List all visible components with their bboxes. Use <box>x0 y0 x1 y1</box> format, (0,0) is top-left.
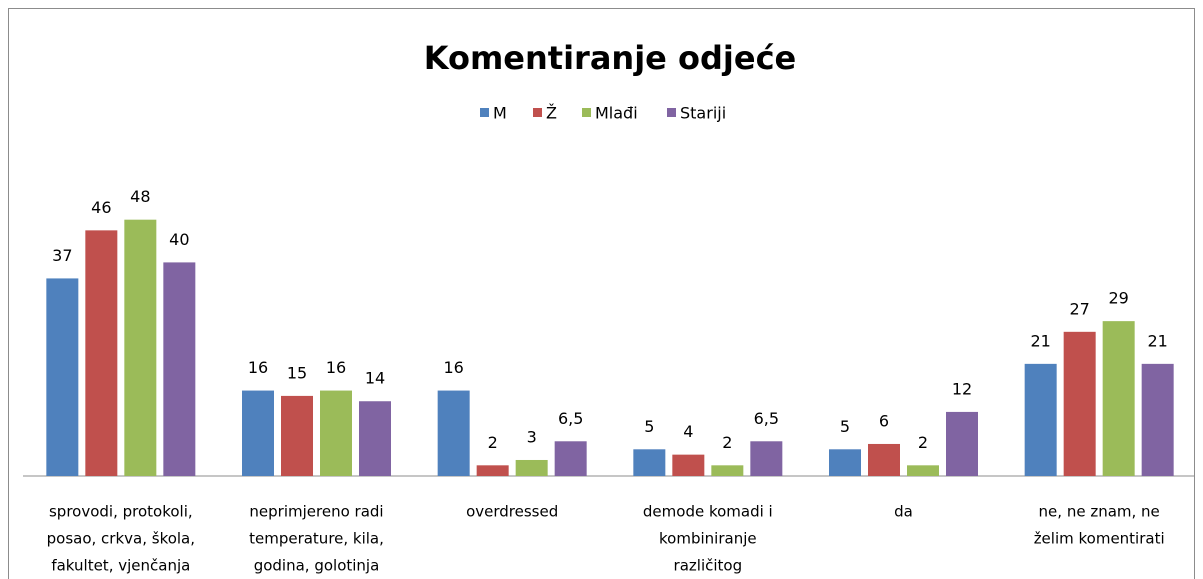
x-tick-label: posao, crkva, škola, <box>47 530 195 548</box>
legend-label: Mlađi <box>595 104 638 123</box>
data-label: 2 <box>722 433 732 452</box>
legend-swatch <box>667 108 676 117</box>
data-label: 5 <box>644 417 654 436</box>
data-label: 48 <box>130 187 150 206</box>
bar <box>750 441 783 476</box>
x-tick-label: fakultet, vjenčanja <box>51 557 190 575</box>
bar <box>554 441 587 476</box>
bar <box>124 219 157 476</box>
bar <box>163 262 196 476</box>
data-label: 4 <box>683 422 693 441</box>
bar <box>829 449 861 476</box>
data-label: 46 <box>91 198 111 217</box>
bar <box>320 390 352 476</box>
x-tick-label: sprovodi, protokoli, <box>49 503 193 521</box>
x-tick-label: želim komentirati <box>1034 530 1165 548</box>
chart-border <box>8 8 1195 579</box>
bar <box>46 278 79 476</box>
x-tick-label: različitog <box>674 557 743 575</box>
data-label: 16 <box>326 358 346 377</box>
data-label: 16 <box>248 358 268 377</box>
data-label: 40 <box>169 230 189 249</box>
bar <box>672 454 705 476</box>
data-label: 6,5 <box>754 409 779 428</box>
bar <box>711 465 744 476</box>
data-label: 5 <box>840 417 850 436</box>
x-tick-label: neprimjereno radi <box>249 503 383 521</box>
bar <box>359 401 391 476</box>
bar <box>1063 331 1096 476</box>
data-label: 29 <box>1108 289 1128 308</box>
data-label: 21 <box>1147 331 1167 350</box>
data-label: 12 <box>952 379 972 398</box>
legend-swatch <box>480 108 489 117</box>
data-label: 2 <box>488 433 498 452</box>
data-label: 37 <box>52 246 72 265</box>
data-label: 21 <box>1030 331 1050 350</box>
bar <box>515 459 548 476</box>
legend-label: Stariji <box>680 104 726 123</box>
x-tick-label: godina, golotinja <box>254 557 380 575</box>
x-tick-label: da <box>894 503 913 521</box>
bar <box>1024 363 1057 476</box>
legend-label: Ž <box>546 104 557 123</box>
data-label: 6 <box>879 411 889 430</box>
bar <box>633 449 666 476</box>
x-tick-label: demode komadi i <box>643 503 773 521</box>
bar <box>907 465 939 476</box>
bar <box>476 465 509 476</box>
x-tick-label: temperature, kila, <box>249 530 384 548</box>
legend-swatch <box>582 108 591 117</box>
bar <box>85 230 118 476</box>
legend-swatch <box>533 108 542 117</box>
data-label: 16 <box>443 358 463 377</box>
bar <box>1102 321 1135 476</box>
bar <box>281 395 313 476</box>
data-label: 2 <box>918 433 928 452</box>
data-label: 15 <box>287 363 307 382</box>
data-label: 27 <box>1069 299 1089 318</box>
bar <box>1141 363 1174 476</box>
bar <box>868 443 900 476</box>
data-label: 14 <box>365 369 385 388</box>
data-label: 3 <box>527 427 537 446</box>
x-tick-label: kombiniranje <box>659 530 757 548</box>
x-tick-label: overdressed <box>466 503 558 521</box>
legend-label: M <box>493 104 507 123</box>
bar <box>437 390 470 476</box>
bar <box>946 411 978 476</box>
chart-title: Komentiranje odjeće <box>424 39 797 77</box>
data-label: 6,5 <box>558 409 583 428</box>
x-tick-label: ne, ne znam, ne <box>1039 503 1160 521</box>
bar <box>242 390 274 476</box>
